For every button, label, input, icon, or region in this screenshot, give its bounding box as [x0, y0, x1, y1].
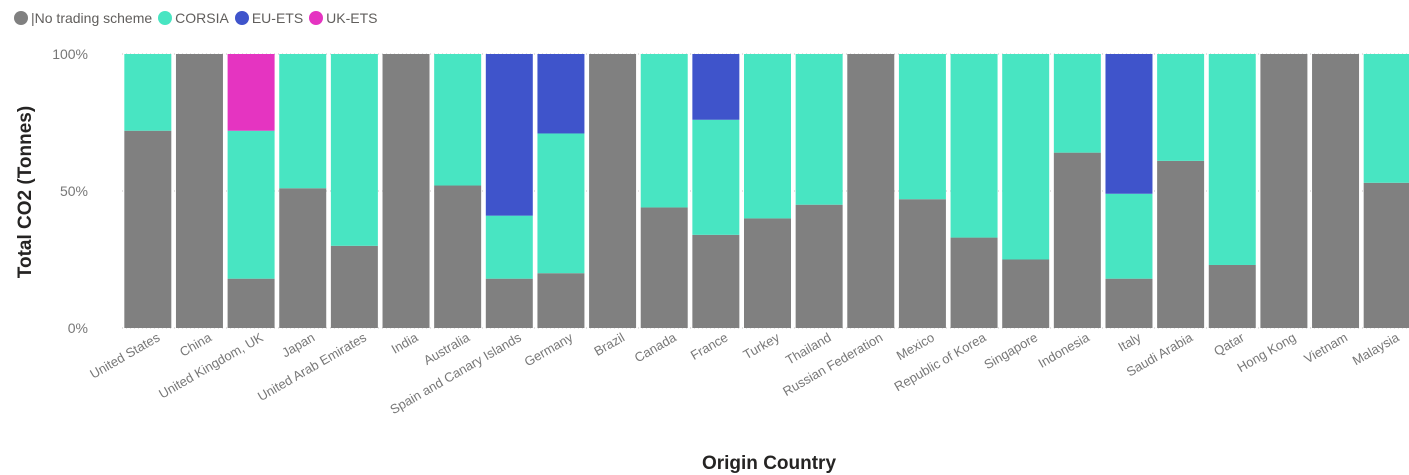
- bar-segment-no-trading-scheme-hong-kong[interactable]: [1260, 54, 1308, 328]
- y-axis-ticks: 0% 50% 100%: [52, 46, 88, 336]
- x-tick-label: Vietnam: [1301, 330, 1350, 367]
- bar-segment-corsia-japan[interactable]: [279, 54, 327, 189]
- legend-item-corsia[interactable]: CORSIA: [158, 10, 229, 26]
- legend-item-no-trading-scheme[interactable]: |No trading scheme: [14, 10, 152, 26]
- bar-segment-no-trading-scheme-mexico[interactable]: [898, 199, 946, 328]
- bar-segment-corsia-spain-and-canary-islands[interactable]: [485, 215, 533, 279]
- bar-segment-no-trading-scheme-malaysia[interactable]: [1363, 182, 1409, 328]
- legend-label-uk-ets: UK-ETS: [326, 10, 378, 26]
- bar-segment-corsia-germany[interactable]: [537, 133, 585, 274]
- bar-segment-no-trading-scheme-china[interactable]: [175, 54, 223, 328]
- bars: [124, 54, 1409, 328]
- bar-segment-corsia-united-kingdom-uk[interactable]: [227, 130, 275, 279]
- bar-segment-uk-ets-united-kingdom-uk[interactable]: [227, 54, 275, 131]
- y-tick-label: 0%: [68, 320, 88, 336]
- bar-segment-corsia-mexico[interactable]: [898, 54, 946, 200]
- legend-label-no-trading-scheme: |No trading scheme: [31, 10, 153, 26]
- x-tick-label: China: [177, 329, 215, 359]
- x-tick-label: Japan: [279, 330, 317, 361]
- bar-segment-no-trading-scheme-japan[interactable]: [279, 188, 327, 328]
- bar-segment-corsia-saudi-arabia[interactable]: [1157, 54, 1205, 161]
- x-tick-label: Brazil: [591, 330, 627, 359]
- y-tick-label: 100%: [52, 46, 88, 62]
- bar-segment-no-trading-scheme-france[interactable]: [692, 234, 740, 328]
- legend-item-eu-ets[interactable]: EU-ETS: [234, 10, 304, 26]
- bar-segment-no-trading-scheme-singapore[interactable]: [1002, 259, 1050, 329]
- x-tick-label: Turkey: [741, 329, 783, 362]
- bar-segment-corsia-singapore[interactable]: [1002, 54, 1050, 260]
- bar-segment-no-trading-scheme-australia[interactable]: [434, 185, 482, 328]
- legend-label-corsia: CORSIA: [175, 10, 229, 26]
- bar-segment-no-trading-scheme-spain-and-canary-islands[interactable]: [485, 278, 533, 328]
- legend-dot-corsia: [158, 11, 173, 25]
- bar-segment-no-trading-scheme-indonesia[interactable]: [1053, 152, 1101, 328]
- bar-segment-corsia-republic-of-korea[interactable]: [950, 54, 998, 238]
- bar-segment-no-trading-scheme-germany[interactable]: [537, 273, 585, 328]
- bar-segment-no-trading-scheme-republic-of-korea[interactable]: [950, 237, 998, 328]
- bar-segment-corsia-thailand[interactable]: [795, 54, 843, 205]
- bar-segment-corsia-italy[interactable]: [1105, 193, 1153, 279]
- x-tick-label: Republic of Korea: [892, 329, 990, 394]
- bar-segment-no-trading-scheme-qatar[interactable]: [1208, 264, 1256, 328]
- legend-dot-no-trading-scheme: [14, 11, 28, 25]
- bar-segment-corsia-france[interactable]: [692, 119, 740, 235]
- bar-segment-no-trading-scheme-saudi-arabia[interactable]: [1157, 160, 1205, 328]
- legend-label-eu-ets: EU-ETS: [251, 10, 304, 26]
- bar-segment-no-trading-scheme-india[interactable]: [382, 54, 430, 328]
- bar-segment-no-trading-scheme-brazil[interactable]: [589, 54, 637, 328]
- bar-segment-corsia-australia[interactable]: [434, 54, 482, 186]
- bar-segment-corsia-malaysia[interactable]: [1363, 54, 1409, 183]
- bar-segment-corsia-qatar[interactable]: [1208, 54, 1256, 265]
- legend-dot-uk-ets: [309, 11, 324, 25]
- bar-segment-eu-ets-spain-and-canary-islands[interactable]: [485, 54, 533, 216]
- x-tick-label: India: [389, 329, 422, 356]
- x-tick-label: Qatar: [1211, 329, 1247, 359]
- legend-item-uk-ets[interactable]: UK-ETS: [309, 10, 378, 26]
- bar-segment-corsia-united-states[interactable]: [124, 54, 172, 131]
- x-tick-label: United States: [87, 329, 163, 381]
- x-tick-label: Germany: [522, 329, 576, 369]
- x-tick-label: Indonesia: [1036, 329, 1093, 371]
- x-tick-label: Canada: [632, 329, 680, 365]
- bar-segment-corsia-united-arab-emirates[interactable]: [330, 54, 378, 246]
- bar-segment-no-trading-scheme-turkey[interactable]: [744, 218, 791, 328]
- bar-segment-corsia-canada[interactable]: [640, 54, 688, 208]
- bar-segment-corsia-turkey[interactable]: [744, 54, 791, 219]
- x-tick-label: Singapore: [981, 330, 1040, 373]
- x-axis-title: Origin Country: [702, 453, 836, 474]
- x-tick-label: Malaysia: [1350, 329, 1403, 368]
- bar-segment-no-trading-scheme-united-states[interactable]: [124, 130, 172, 328]
- bar-segment-no-trading-scheme-united-kingdom-uk[interactable]: [227, 278, 275, 328]
- x-tick-label: France: [688, 330, 731, 363]
- bar-segment-eu-ets-germany[interactable]: [537, 54, 585, 134]
- bar-segment-no-trading-scheme-thailand[interactable]: [795, 204, 843, 328]
- bar-segment-no-trading-scheme-united-arab-emirates[interactable]: [330, 245, 378, 328]
- bar-segment-eu-ets-france[interactable]: [692, 54, 740, 120]
- bar-segment-corsia-indonesia[interactable]: [1053, 54, 1101, 153]
- y-tick-label: 50%: [60, 183, 88, 199]
- y-axis-title: Total CO2 (Tonnes): [15, 106, 36, 278]
- x-tick-label: Hong Kong: [1235, 330, 1299, 376]
- bar-segment-no-trading-scheme-italy[interactable]: [1105, 278, 1153, 328]
- legend: |No trading scheme CORSIA EU-ETS UK-ETS: [14, 8, 384, 28]
- bar-segment-no-trading-scheme-canada[interactable]: [640, 207, 688, 328]
- bar-segment-no-trading-scheme-russian-federation[interactable]: [847, 54, 895, 328]
- legend-dot-eu-ets: [234, 11, 249, 25]
- bar-segment-eu-ets-italy[interactable]: [1105, 54, 1153, 194]
- x-tick-label: Italy: [1115, 329, 1144, 354]
- bar-segment-no-trading-scheme-vietnam[interactable]: [1312, 54, 1360, 328]
